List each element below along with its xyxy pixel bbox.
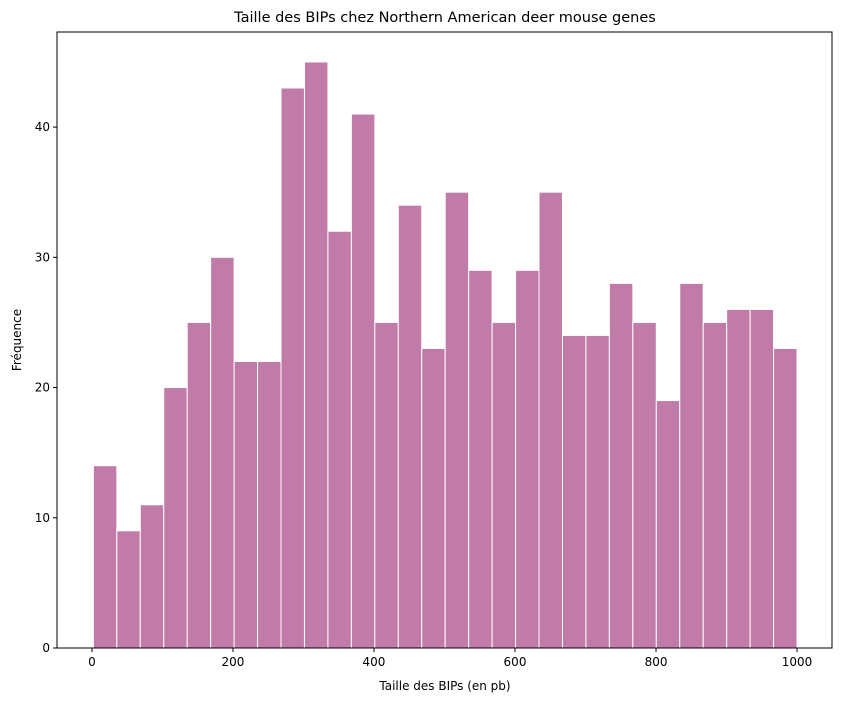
bar <box>608 282 634 649</box>
bar <box>210 256 235 649</box>
y-tick-label: 20 <box>35 381 50 395</box>
x-tick-label: 400 <box>363 655 386 669</box>
bar <box>773 347 798 649</box>
bar <box>632 321 657 649</box>
bar <box>280 87 305 649</box>
bar <box>350 113 376 649</box>
bar <box>327 230 352 649</box>
bar <box>257 360 282 649</box>
bar <box>468 269 493 649</box>
bar <box>92 465 118 649</box>
bar <box>538 191 563 649</box>
x-tick-label: 600 <box>504 655 527 669</box>
chart-title: Taille des BIPs chez Northern American d… <box>233 10 656 26</box>
bar <box>726 308 751 649</box>
bar <box>374 321 399 649</box>
plot-frame <box>56 31 833 649</box>
bar <box>233 360 259 649</box>
y-tick-label: 10 <box>35 511 50 525</box>
y-tick-label: 0 <box>42 641 50 655</box>
y-axis-label: Fréquence <box>10 309 24 371</box>
bar <box>116 530 141 649</box>
bar <box>702 321 728 649</box>
bar <box>679 282 704 649</box>
x-tick-label: 200 <box>222 655 245 669</box>
y-tick-label: 30 <box>35 250 50 264</box>
bar <box>163 387 188 649</box>
bar <box>515 269 540 649</box>
x-tick-label: 1000 <box>782 655 813 669</box>
bar <box>444 191 470 649</box>
bar <box>186 321 212 649</box>
bar <box>139 504 165 649</box>
bar <box>491 321 517 649</box>
bar <box>749 308 775 649</box>
y-tick-label: 40 <box>35 120 50 134</box>
bar <box>421 347 446 649</box>
bar <box>397 204 423 649</box>
x-tick-label: 800 <box>645 655 668 669</box>
x-axis-label: Taille des BIPs (en pb) <box>378 679 510 693</box>
x-tick-label: 0 <box>88 655 96 669</box>
bar <box>303 61 329 649</box>
bar <box>655 400 681 649</box>
bar <box>585 334 610 649</box>
bar <box>561 334 587 649</box>
